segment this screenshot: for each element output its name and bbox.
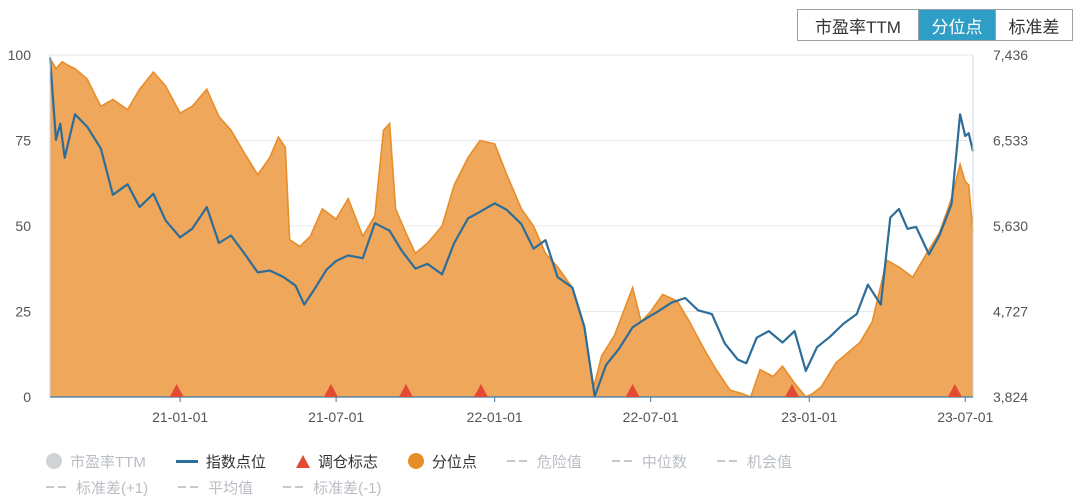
rebalance-marker (473, 384, 488, 397)
legend-std-plus1[interactable]: 标准差(+1) (46, 477, 148, 498)
left-tick-label: 25 (15, 304, 31, 320)
dashed-line-icon (178, 486, 201, 488)
legend-label: 危险值 (536, 453, 582, 471)
tab-pe-ttm[interactable]: 市盈率TTM (798, 10, 918, 40)
tab-percentile[interactable]: 分位点 (918, 10, 995, 40)
legend-std-minus1[interactable]: 标准差(-1) (283, 477, 381, 498)
dashed-line-icon (611, 460, 634, 462)
plot-frame (49, 55, 974, 398)
legend-label: 标准差(+1) (76, 479, 149, 497)
right-tick-label: 7,436 (993, 47, 1028, 63)
right-axis-ticks: 3,824 4,727 5,630 6,533 7,436 (993, 47, 1028, 405)
rebalance-markers (169, 384, 962, 397)
dashed-line-icon (283, 486, 306, 488)
metric-tab-group: 市盈率TTM 分位点 标准差 (797, 9, 1073, 41)
legend-index-points[interactable]: 指数点位 (175, 451, 266, 472)
x-tick-label: 22-07-01 (623, 409, 679, 425)
x-axis-ticks: 21-01-01 21-07-01 22-01-01 22-07-01 23-01-01… (152, 397, 993, 425)
legend-label: 中位数 (641, 453, 687, 471)
left-tick-label: 0 (23, 389, 31, 405)
tab-std-dev[interactable]: 标准差 (995, 10, 1072, 40)
rebalance-marker (323, 384, 338, 397)
legend-label: 市盈率TTM (70, 453, 146, 471)
left-axis-ticks: 0 25 50 75 100 (8, 47, 32, 405)
dashed-line-icon (506, 460, 529, 462)
legend-label: 分位点 (431, 453, 477, 471)
legend-average[interactable]: 平均值 (178, 477, 253, 498)
rebalance-marker (398, 384, 413, 397)
legend-rebalance[interactable]: 调仓标志 (295, 451, 378, 472)
legend-label: 调仓标志 (317, 453, 378, 471)
x-tick-label: 23-07-01 (937, 409, 993, 425)
rebalance-marker (169, 384, 184, 397)
percentile-area-layer (49, 57, 974, 399)
red-triangle-icon (295, 454, 310, 468)
legend-label: 平均值 (208, 479, 254, 497)
legend-median[interactable]: 中位数 (611, 451, 687, 472)
left-tick-label: 50 (15, 218, 31, 234)
left-tick-label: 75 (15, 133, 31, 149)
orange-dot-icon (407, 453, 424, 469)
rebalance-marker (947, 384, 962, 397)
x-tick-label: 23-01-01 (781, 409, 837, 425)
dashed-line-icon (46, 486, 68, 488)
legend-label: 机会值 (746, 453, 792, 471)
left-tick-label: 100 (8, 47, 32, 63)
index-points-line (48, 57, 975, 398)
legend-danger-value[interactable]: 危险值 (506, 451, 582, 472)
percentile-line (49, 57, 974, 399)
legend-percentile[interactable]: 分位点 (407, 451, 477, 472)
x-tick-label: 21-07-01 (308, 409, 364, 425)
index-line-layer (48, 57, 975, 398)
right-tick-label: 3,824 (993, 389, 1028, 405)
legend-pe-ttm[interactable]: 市盈率TTM (46, 451, 146, 472)
percentile-chart: 0 25 50 75 100 3,824 4,727 5,630 6,533 7,436 21-… (8, 47, 1029, 425)
dashed-line-icon (716, 460, 739, 462)
legend-opportunity-value[interactable]: 机会值 (716, 451, 792, 472)
grey-dot-icon (46, 453, 62, 469)
legend-label: 指数点位 (205, 453, 266, 471)
x-tick-label: 21-01-01 (152, 409, 208, 425)
right-tick-label: 4,727 (993, 304, 1028, 320)
blue-line-icon (175, 459, 198, 463)
chart-legend: 市盈率TTM 指数点位 调仓标志 分位点 危险值 中位数 机会值 (46, 448, 1066, 500)
right-tick-label: 5,630 (993, 218, 1028, 234)
x-tick-label: 22-01-01 (467, 409, 523, 425)
percentile-area (50, 58, 973, 398)
legend-label: 标准差(-1) (313, 479, 382, 497)
rebalance-marker (625, 384, 640, 397)
right-tick-label: 6,533 (993, 133, 1028, 149)
rebalance-marker (785, 384, 800, 397)
